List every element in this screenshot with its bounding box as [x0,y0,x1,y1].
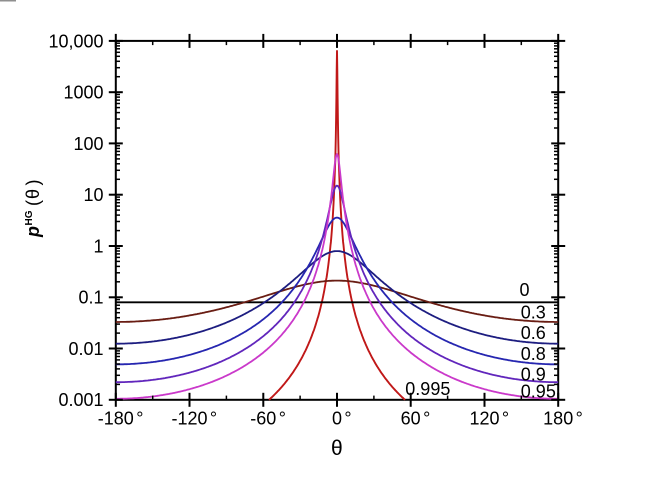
svg-text:0.01: 0.01 [68,339,103,359]
svg-text:0.95: 0.95 [521,381,556,401]
svg-text:-60: -60 [250,408,276,428]
svg-text:180: 180 [543,408,573,428]
svg-text:°: ° [279,408,286,428]
svg-text:1: 1 [93,236,103,256]
svg-text:°: ° [576,408,583,428]
svg-text:0.3: 0.3 [521,302,546,322]
svg-text:60: 60 [401,408,421,428]
svg-text:°: ° [423,408,430,428]
svg-text:°: ° [344,408,351,428]
svg-text:°: ° [502,408,509,428]
svg-text:pHG(θ): pHG(θ) [23,179,43,238]
svg-text:0.6: 0.6 [521,323,546,343]
svg-text:100: 100 [73,134,103,154]
svg-text:°: ° [136,408,143,428]
svg-text:10: 10 [83,185,103,205]
svg-text:°: ° [210,408,217,428]
svg-text:0: 0 [519,280,529,300]
svg-text:0.8: 0.8 [521,344,546,364]
svg-text:10,000: 10,000 [48,31,103,51]
svg-text:0.9: 0.9 [521,364,546,384]
svg-text:120: 120 [469,408,499,428]
svg-text:1000: 1000 [63,83,103,103]
svg-text:-120: -120 [171,408,207,428]
svg-text:0.995: 0.995 [405,379,450,399]
svg-text:θ: θ [331,437,343,460]
svg-text:0.001: 0.001 [58,390,103,410]
svg-text:0: 0 [332,408,342,428]
svg-text:0.1: 0.1 [78,288,103,308]
svg-text:-180: -180 [98,408,134,428]
